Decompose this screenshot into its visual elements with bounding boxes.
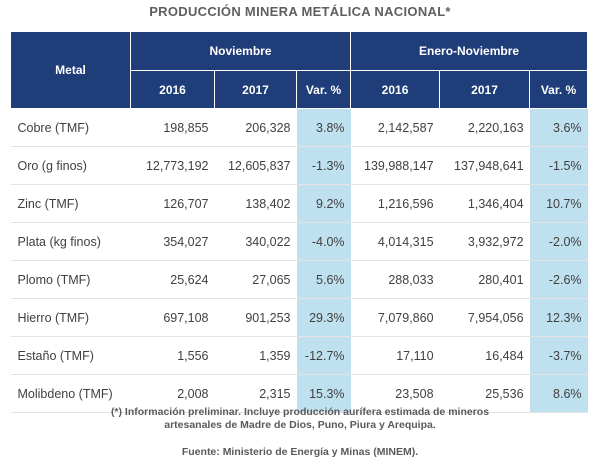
cell-nov-var: 15.3% (296, 374, 351, 413)
cell-nov-2016: 1,556 (130, 336, 215, 375)
header-row-years: 2016 2017 Var. % 2016 2017 Var. % (11, 70, 589, 109)
cell-ytd-2016: 2,142,587 (350, 108, 440, 147)
cell-nov-2017: 138,402 (214, 184, 297, 223)
table-row: Cobre (TMF) 198,855 206,328 3.8% 2,142,5… (10, 108, 588, 147)
cell-ytd-2016: 139,988,147 (350, 146, 440, 185)
cell-ytd-var: 12.3% (529, 298, 588, 337)
cell-nov-2017: 1,359 (214, 336, 297, 375)
cell-nov-2017: 12,605,837 (214, 146, 297, 185)
header-group-noviembre: Noviembre (129, 31, 352, 71)
table-row: Plomo (TMF) 25,624 27,065 5.6% 288,033 2… (10, 260, 588, 299)
cell-metal: Plata (kg finos) (10, 222, 131, 261)
cell-ytd-2016: 7,079,860 (350, 298, 440, 337)
header-group-enero-noviembre: Enero-Noviembre (350, 31, 589, 71)
cell-nov-var: 5.6% (296, 260, 351, 299)
cell-metal: Cobre (TMF) (10, 108, 131, 147)
header-nov-2016: 2016 (130, 70, 215, 109)
cell-nov-2016: 354,027 (130, 222, 215, 261)
cell-ytd-var: -1.5% (529, 146, 588, 185)
cell-nov-var: 29.3% (296, 298, 351, 337)
cell-nov-2016: 25,624 (130, 260, 215, 299)
footnote-line-1: (*) Información preliminar. Incluye prod… (110, 406, 490, 418)
cell-ytd-var: 3.6% (529, 108, 588, 147)
cell-nov-2017: 206,328 (214, 108, 297, 147)
header-nov-2017: 2017 (214, 70, 297, 109)
table-row: Oro (g finos) 12,773,192 12,605,837 -1.3… (10, 146, 588, 185)
cell-metal: Hierro (TMF) (10, 298, 131, 337)
cell-ytd-2017: 16,484 (439, 336, 530, 375)
cell-ytd-2016: 288,033 (350, 260, 440, 299)
header-row-groups: Metal Noviembre Enero-Noviembre (10, 31, 589, 109)
production-table: Metal Noviembre Enero-Noviembre 2016 201… (10, 31, 589, 413)
cell-metal: Plomo (TMF) (10, 260, 131, 299)
header-ytd-var: Var. % (529, 70, 589, 109)
cell-ytd-2017: 2,220,163 (439, 108, 530, 147)
header-ytd-2017: 2017 (439, 70, 531, 109)
cell-ytd-2017: 25,536 (439, 374, 530, 413)
cell-metal: Molibdeno (TMF) (10, 374, 131, 413)
table-row: Estaño (TMF) 1,556 1,359 -12.7% 17,110 1… (10, 336, 588, 375)
cell-nov-var: -12.7% (296, 336, 351, 375)
cell-ytd-2016: 4,014,315 (350, 222, 440, 261)
cell-ytd-2016: 1,216,596 (350, 184, 440, 223)
footnote: (*) Información preliminar. Incluye prod… (0, 406, 600, 432)
cell-ytd-var: 10.7% (529, 184, 588, 223)
header-metal: Metal (10, 31, 131, 109)
cell-ytd-var: -2.0% (529, 222, 588, 261)
cell-ytd-var: -3.7% (529, 336, 588, 375)
cell-nov-2016: 126,707 (130, 184, 215, 223)
cell-nov-var: 9.2% (296, 184, 351, 223)
cell-nov-2016: 12,773,192 (130, 146, 215, 185)
cell-ytd-var: 8.6% (529, 374, 588, 413)
cell-nov-2017: 901,253 (214, 298, 297, 337)
cell-metal: Zinc (TMF) (10, 184, 131, 223)
header-ytd-2016: 2016 (350, 70, 441, 109)
cell-nov-2017: 340,022 (214, 222, 297, 261)
cell-nov-2017: 2,315 (214, 374, 297, 413)
footnote-line-2: artesanales de Madre de Dios, Puno, Piur… (164, 419, 436, 431)
cell-ytd-2016: 23,508 (350, 374, 440, 413)
cell-ytd-2017: 280,401 (439, 260, 530, 299)
cell-ytd-2017: 1,346,404 (439, 184, 530, 223)
cell-nov-2017: 27,065 (214, 260, 297, 299)
cell-nov-2016: 2,008 (130, 374, 215, 413)
cell-ytd-2017: 137,948,641 (439, 146, 530, 185)
table-row: Molibdeno (TMF) 2,008 2,315 15.3% 23,508… (10, 374, 588, 413)
table-row: Plata (kg finos) 354,027 340,022 -4.0% 4… (10, 222, 588, 261)
cell-nov-var: -1.3% (296, 146, 351, 185)
cell-metal: Estaño (TMF) (10, 336, 131, 375)
cell-ytd-2017: 7,954,056 (439, 298, 530, 337)
cell-nov-var: -4.0% (296, 222, 351, 261)
header-nov-var: Var. % (295, 70, 352, 109)
cell-metal: Oro (g finos) (10, 146, 131, 185)
cell-ytd-2017: 3,932,972 (439, 222, 530, 261)
table-row: Zinc (TMF) 126,707 138,402 9.2% 1,216,59… (10, 184, 588, 223)
cell-ytd-2016: 17,110 (350, 336, 440, 375)
source-note: Fuente: Ministerio de Energía y Minas (M… (181, 446, 419, 458)
cell-ytd-var: -2.6% (529, 260, 588, 299)
cell-nov-var: 3.8% (296, 108, 351, 147)
cell-nov-2016: 198,855 (130, 108, 215, 147)
cell-nov-2016: 697,108 (130, 298, 215, 337)
page-title: PRODUCCIÓN MINERA METÁLICA NACIONAL* (149, 4, 451, 19)
table-row: Hierro (TMF) 697,108 901,253 29.3% 7,079… (10, 298, 588, 337)
